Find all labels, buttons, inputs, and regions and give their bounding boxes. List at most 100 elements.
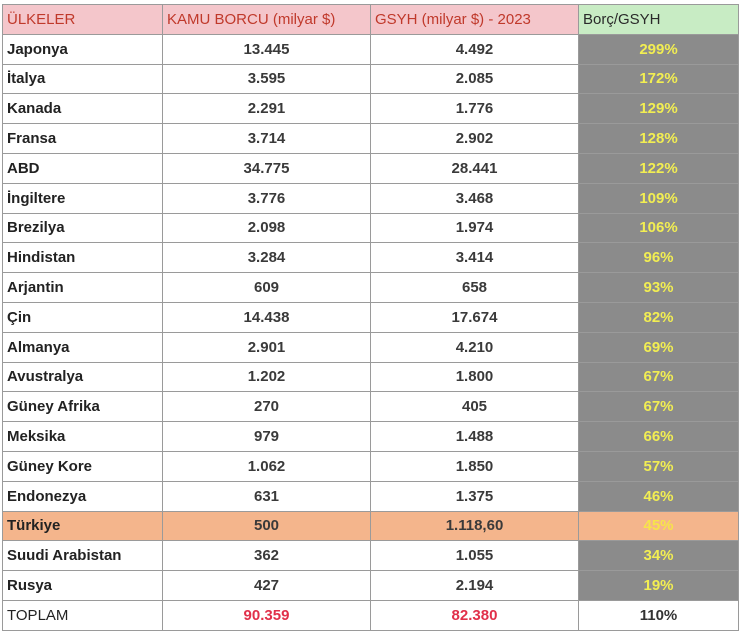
gdp-cell[interactable]: 658 [370,272,579,303]
gdp-cell[interactable]: 3.468 [370,182,579,214]
ratio-cell[interactable]: 69% [578,331,739,363]
gdp-cell[interactable]: 1.488 [370,421,579,452]
ratio-cell[interactable]: 109% [578,182,739,214]
debt-cell[interactable]: 1.062 [162,450,371,482]
gdp-cell[interactable]: 4.210 [370,331,579,363]
ratio-cell[interactable]: 46% [578,480,739,512]
ratio-cell[interactable]: 128% [578,123,739,154]
ratio-cell[interactable]: 66% [578,421,739,452]
debt-cell[interactable]: 609 [162,272,371,303]
debt-cell[interactable]: 3.595 [162,63,371,95]
gdp-cell[interactable]: 1.375 [370,480,579,512]
gdp-cell[interactable]: 1.055 [370,540,579,572]
table-row: Hindistan 3.284 3.414 96% [2,242,739,274]
total-ratio-cell[interactable]: 110% [578,599,739,631]
debt-cell[interactable]: 2.901 [162,331,371,363]
table-row: İtalya 3.595 2.085 172% [2,63,739,95]
table-row: Suudi Arabistan 362 1.055 34% [2,540,739,572]
debt-cell[interactable]: 362 [162,540,371,572]
debt-cell[interactable]: 500 [162,510,371,542]
header-debt[interactable]: KAMU BORCU (milyar $) [162,4,371,35]
country-cell[interactable]: Arjantin [2,272,163,303]
ratio-cell[interactable]: 57% [578,450,739,482]
table-row: Çin 14.438 17.674 82% [2,301,739,333]
ratio-cell[interactable]: 172% [578,63,739,95]
gdp-cell[interactable]: 1.850 [370,450,579,482]
table-row: Fransa 3.714 2.902 128% [2,123,739,154]
ratio-cell[interactable]: 93% [578,272,739,303]
ratio-cell[interactable]: 299% [578,33,739,65]
debt-cell[interactable]: 3.284 [162,242,371,274]
table-row: Güney Kore 1.062 1.850 57% [2,450,739,482]
country-cell[interactable]: Rusya [2,570,163,601]
country-cell[interactable]: Brezilya [2,212,163,244]
debt-cell[interactable]: 270 [162,391,371,423]
country-cell[interactable]: Kanada [2,93,163,125]
ratio-cell[interactable]: 34% [578,540,739,572]
table-row: Meksika 979 1.488 66% [2,421,739,452]
country-cell[interactable]: Meksika [2,421,163,452]
debt-cell[interactable]: 34.775 [162,152,371,184]
table-row: İngiltere 3.776 3.468 109% [2,182,739,214]
debt-cell[interactable]: 2.291 [162,93,371,125]
total-label[interactable]: TOPLAM [2,599,163,631]
ratio-cell[interactable]: 129% [578,93,739,125]
ratio-cell[interactable]: 106% [578,212,739,244]
ratio-cell[interactable]: 122% [578,152,739,184]
debt-gdp-table: ÜLKELER KAMU BORCU (milyar $) GSYH (mily… [2,4,739,631]
table-row: Rusya 427 2.194 19% [2,570,739,601]
table-row: Güney Afrika 270 405 67% [2,391,739,423]
debt-cell[interactable]: 1.202 [162,361,371,393]
country-cell[interactable]: Hindistan [2,242,163,274]
gdp-cell[interactable]: 17.674 [370,301,579,333]
country-cell[interactable]: İngiltere [2,182,163,214]
debt-cell[interactable]: 3.714 [162,123,371,154]
total-gdp-cell[interactable]: 82.380 [370,599,579,631]
debt-cell[interactable]: 2.098 [162,212,371,244]
table-row: Almanya 2.901 4.210 69% [2,331,739,363]
country-cell[interactable]: Fransa [2,123,163,154]
country-cell[interactable]: Güney Afrika [2,391,163,423]
gdp-cell[interactable]: 2.085 [370,63,579,95]
header-row: ÜLKELER KAMU BORCU (milyar $) GSYH (mily… [2,4,739,35]
total-debt-cell[interactable]: 90.359 [162,599,371,631]
gdp-cell[interactable]: 3.414 [370,242,579,274]
debt-cell[interactable]: 427 [162,570,371,601]
debt-table-container: ÜLKELER KAMU BORCU (milyar $) GSYH (mily… [2,4,739,631]
country-cell[interactable]: Endonezya [2,480,163,512]
country-cell[interactable]: Almanya [2,331,163,363]
ratio-cell[interactable]: 82% [578,301,739,333]
gdp-cell[interactable]: 1.118,60 [370,510,579,542]
debt-cell[interactable]: 979 [162,421,371,452]
ratio-cell[interactable]: 19% [578,570,739,601]
header-gdp[interactable]: GSYH (milyar $) - 2023 [370,4,579,35]
table-row: ABD 34.775 28.441 122% [2,152,739,184]
table-row: Endonezya 631 1.375 46% [2,480,739,512]
gdp-cell[interactable]: 2.194 [370,570,579,601]
gdp-cell[interactable]: 2.902 [370,123,579,154]
header-ratio[interactable]: Borç/GSYH [578,4,739,35]
gdp-cell[interactable]: 28.441 [370,152,579,184]
debt-cell[interactable]: 14.438 [162,301,371,333]
ratio-cell[interactable]: 67% [578,361,739,393]
country-cell[interactable]: İtalya [2,63,163,95]
country-cell[interactable]: Avustralya [2,361,163,393]
country-cell[interactable]: Türkiye [2,510,163,542]
country-cell[interactable]: Çin [2,301,163,333]
country-cell[interactable]: Japonya [2,33,163,65]
country-cell[interactable]: ABD [2,152,163,184]
header-country[interactable]: ÜLKELER [2,4,163,35]
ratio-cell[interactable]: 67% [578,391,739,423]
ratio-cell[interactable]: 96% [578,242,739,274]
ratio-cell[interactable]: 45% [578,510,739,542]
country-cell[interactable]: Suudi Arabistan [2,540,163,572]
gdp-cell[interactable]: 405 [370,391,579,423]
debt-cell[interactable]: 13.445 [162,33,371,65]
debt-cell[interactable]: 3.776 [162,182,371,214]
gdp-cell[interactable]: 1.974 [370,212,579,244]
gdp-cell[interactable]: 1.776 [370,93,579,125]
gdp-cell[interactable]: 1.800 [370,361,579,393]
debt-cell[interactable]: 631 [162,480,371,512]
country-cell[interactable]: Güney Kore [2,450,163,482]
gdp-cell[interactable]: 4.492 [370,33,579,65]
